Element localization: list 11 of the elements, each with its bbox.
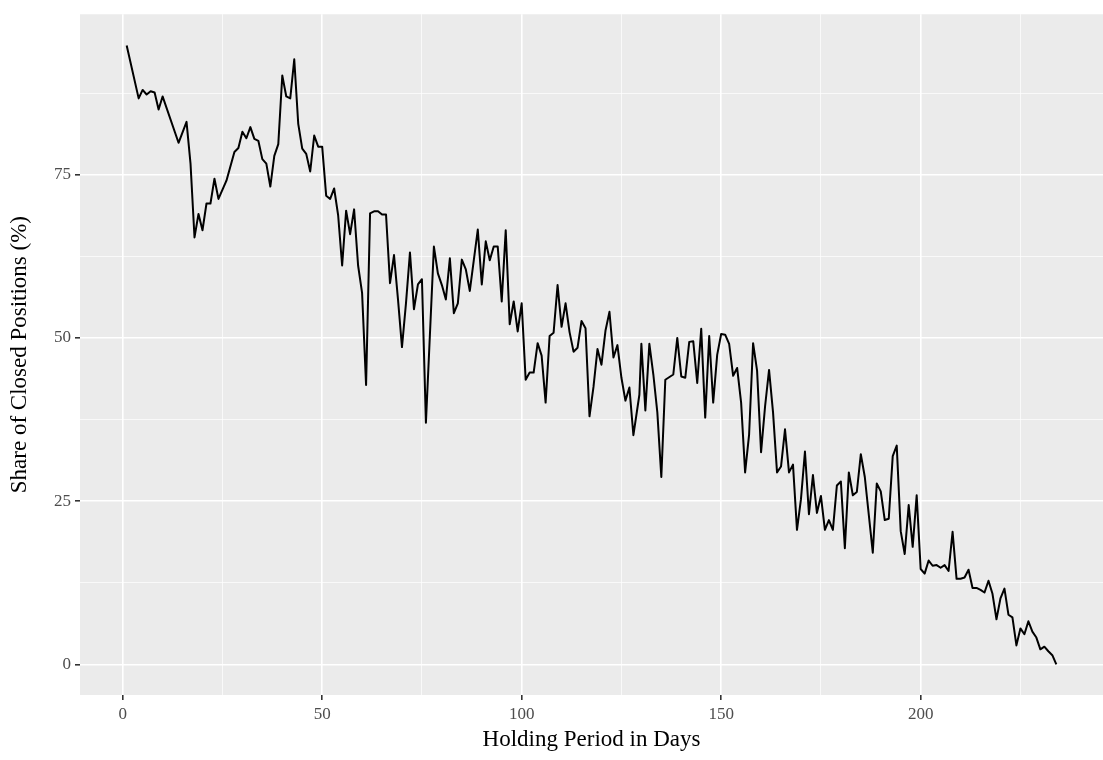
y-tick-label: 0 bbox=[62, 653, 71, 673]
y-tick-label: 25 bbox=[54, 490, 71, 510]
y-tick-label: 75 bbox=[54, 164, 71, 184]
x-axis-title: Holding Period in Days bbox=[482, 726, 701, 752]
y-axis-title: Share of Closed Positions (%) bbox=[5, 215, 31, 494]
x-tick-label: 150 bbox=[708, 703, 734, 723]
y-tick-label: 50 bbox=[54, 327, 71, 347]
x-tick-label: 0 bbox=[118, 703, 127, 723]
x-tick-label: 200 bbox=[907, 703, 934, 723]
x-tick-label: 100 bbox=[508, 703, 535, 723]
x-tick-label: 50 bbox=[313, 703, 331, 723]
